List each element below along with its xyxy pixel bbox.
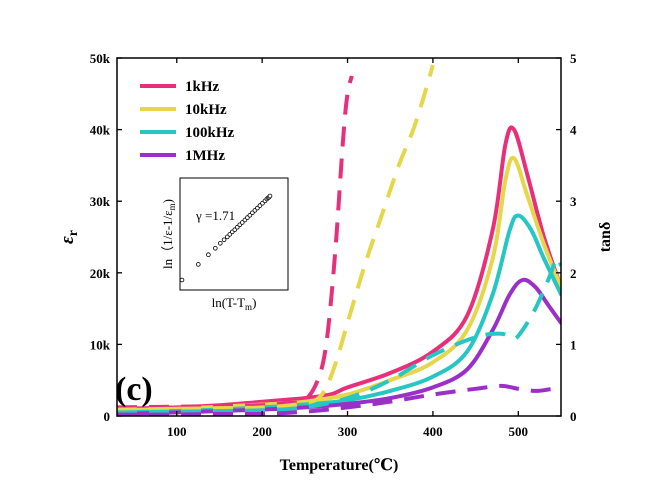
y-left-tick-label: 50k bbox=[90, 51, 111, 66]
legend-label-1khz: 1kHz bbox=[185, 79, 220, 95]
x-tick-label: 200 bbox=[252, 424, 272, 439]
permittivity-line-1khz bbox=[117, 125, 561, 411]
inset-annotation: γ =1.71 bbox=[195, 208, 235, 223]
plot-frame bbox=[116, 57, 562, 417]
loss-line-100khz bbox=[117, 256, 561, 415]
inset-point bbox=[179, 277, 185, 283]
inset-point bbox=[196, 262, 201, 267]
x-tick-label: 500 bbox=[509, 424, 529, 439]
x-axis-title: Temperature(℃) bbox=[280, 457, 399, 474]
axes bbox=[116, 57, 562, 417]
inset-x-label: ln(T-Tm) bbox=[212, 295, 257, 312]
legend-label-10khz: 10kHz bbox=[185, 102, 227, 118]
inset-point bbox=[206, 252, 211, 258]
legend-label-100khz: 100kHz bbox=[185, 125, 235, 141]
y-left-tick-label: 10k bbox=[90, 337, 111, 352]
inset-chart: γ =1.71 ln(T-Tm) ln（1/ε-1/εm) bbox=[160, 177, 289, 312]
loss-line-1khz bbox=[117, 75, 354, 410]
loss-line-10khz bbox=[117, 64, 435, 412]
panel-label: (c) bbox=[115, 371, 153, 408]
y-right-tick-label: 4 bbox=[570, 123, 577, 138]
x-tick-label: 300 bbox=[338, 424, 358, 439]
inset-points bbox=[179, 193, 273, 283]
y-right-tick-label: 0 bbox=[570, 409, 577, 424]
x-tick-label: 100 bbox=[167, 424, 187, 439]
y-left-tick-label: 20k bbox=[90, 266, 111, 281]
inset-point bbox=[218, 241, 223, 246]
y-right-tick-label: 3 bbox=[570, 194, 577, 209]
y-left-axis-title: εr bbox=[57, 230, 81, 244]
y-right-tick-label: 5 bbox=[570, 51, 577, 66]
permittivity-line-10khz bbox=[117, 155, 561, 413]
legend-label-1mhz: 1MHz bbox=[185, 148, 225, 164]
y-left-tick-label: 40k bbox=[90, 123, 111, 138]
legend: 1kHz 10kHz 100kHz 1MHz bbox=[140, 79, 235, 164]
y-left-tick-label: 30k bbox=[90, 194, 111, 209]
ticks: 100 200 300 400 500 0 10k 20k 30k 40k 50k 0 1 2 3 4 5 bbox=[90, 51, 577, 439]
y-right-tick-label: 2 bbox=[570, 266, 577, 281]
y-right-axis-title: tanδ bbox=[597, 222, 614, 253]
inset-point bbox=[213, 246, 218, 251]
loss-series bbox=[117, 64, 561, 416]
inset-y-label: ln（1/ε-1/εm) bbox=[160, 199, 177, 269]
y-left-tick-label: 0 bbox=[104, 409, 111, 424]
x-tick-label: 400 bbox=[423, 424, 443, 439]
loss-line-1mhz bbox=[117, 383, 561, 416]
inset-point bbox=[267, 193, 273, 199]
y-right-tick-label: 1 bbox=[570, 337, 577, 352]
inset-point bbox=[221, 237, 227, 243]
